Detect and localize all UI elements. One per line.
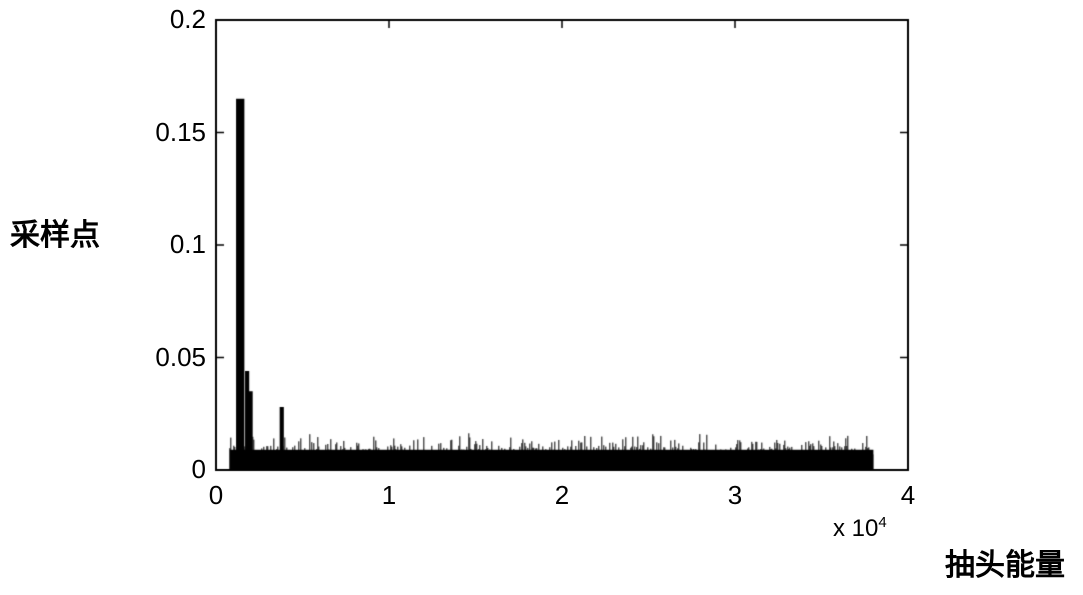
y-tick-1: 0.05 bbox=[136, 342, 206, 373]
chart-container: 采样点 抽头能量 0 0.05 0.1 0.15 0.2 0 1 2 3 4 x… bbox=[0, 0, 1083, 595]
y-axis-label: 采样点 bbox=[10, 210, 100, 254]
plot-area bbox=[214, 18, 910, 472]
x-axis-label: 抽头能量 bbox=[945, 540, 1065, 584]
x-axis-scale-text: x 10 bbox=[833, 515, 878, 542]
x-tick-4: 4 bbox=[888, 480, 928, 511]
x-axis-scale-exponent: 4 bbox=[878, 514, 886, 531]
x-tick-1: 1 bbox=[369, 480, 409, 511]
x-tick-3: 3 bbox=[715, 480, 755, 511]
x-tick-2: 2 bbox=[542, 480, 582, 511]
y-tick-3: 0.15 bbox=[136, 117, 206, 148]
y-tick-2: 0.1 bbox=[136, 229, 206, 260]
x-tick-0: 0 bbox=[196, 480, 236, 511]
x-axis-scale-label: x 104 bbox=[833, 514, 887, 543]
y-tick-4: 0.2 bbox=[136, 4, 206, 35]
